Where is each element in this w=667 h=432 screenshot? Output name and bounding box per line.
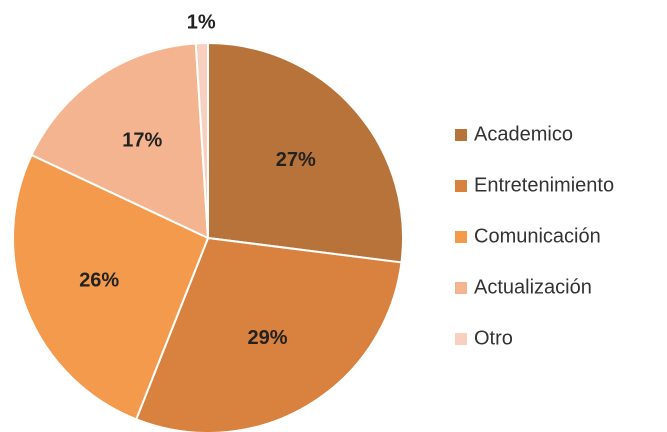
- legend-swatch: [455, 129, 467, 141]
- pie-slice: [194, 41, 209, 239]
- legend-swatch: [455, 282, 467, 294]
- slice-label: 26%: [79, 269, 119, 291]
- legend-label: Actualización: [474, 276, 592, 298]
- legend-label: Comunicación: [474, 225, 601, 247]
- slice-label: 17%: [122, 130, 162, 152]
- pie-slice: [30, 42, 210, 240]
- pie-slice: [207, 41, 404, 264]
- pie-slice: [134, 236, 403, 432]
- legend-label: Otro: [474, 327, 513, 349]
- slice-label: 29%: [248, 327, 288, 349]
- legend-label: Academico: [474, 123, 573, 145]
- legend-swatch: [455, 180, 467, 192]
- pie-slice: [12, 153, 210, 421]
- slice-label: 1%: [187, 11, 216, 33]
- legend-swatch: [455, 231, 467, 243]
- legend-swatch: [455, 333, 467, 345]
- legend-label: Entretenimiento: [474, 174, 614, 196]
- slice-label: 27%: [276, 149, 316, 171]
